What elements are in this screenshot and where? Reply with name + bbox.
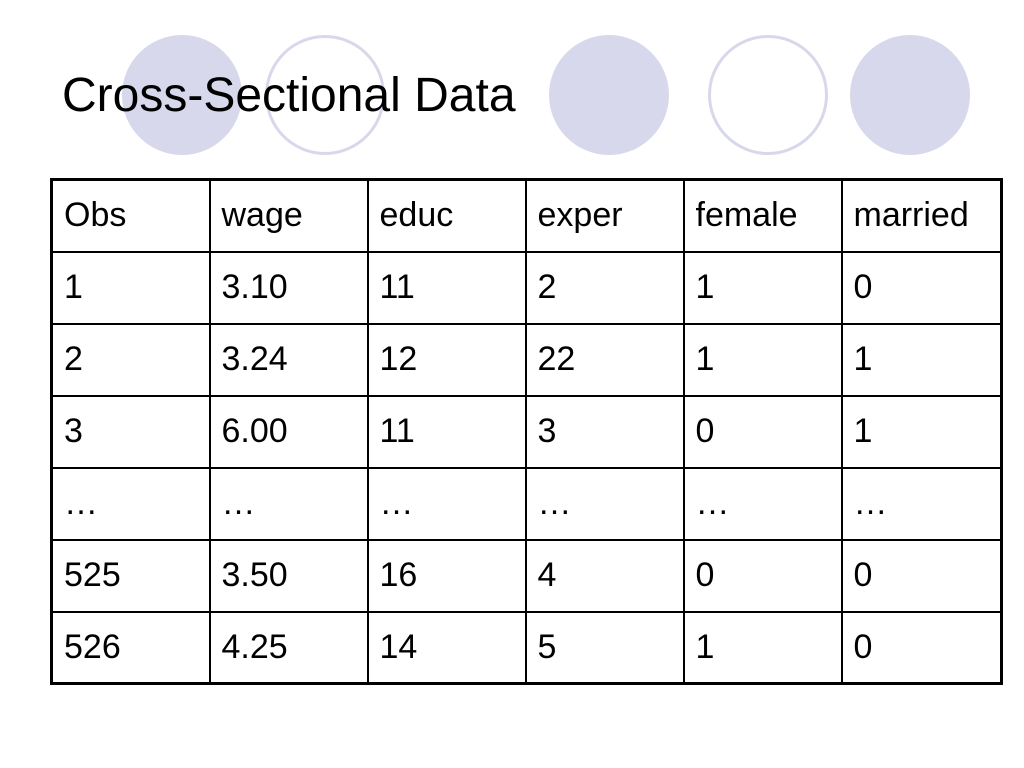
decor-circle-1 xyxy=(122,35,242,155)
table-cell: 2 xyxy=(524,250,685,325)
table-cell: 11 xyxy=(366,250,527,325)
table-cell: 6.00 xyxy=(208,394,369,469)
table-cell: 0 xyxy=(682,394,843,469)
table-cell: 5 xyxy=(524,610,685,685)
data-table: Obs wage educ exper female married 1 3.1… xyxy=(50,178,1003,685)
table-row: 525 3.50 16 4 0 0 xyxy=(50,538,1003,613)
table-cell: 3.10 xyxy=(208,250,369,325)
decor-circle-2 xyxy=(265,35,385,155)
table-cell: … xyxy=(208,466,369,541)
column-header-married: married xyxy=(840,178,1003,253)
table-cell: 1 xyxy=(682,322,843,397)
table-cell: 1 xyxy=(840,322,1003,397)
column-header-exper: exper xyxy=(524,178,685,253)
table-cell: 4.25 xyxy=(208,610,369,685)
decor-circle-4 xyxy=(708,35,828,155)
table-cell: 2 xyxy=(50,322,211,397)
table-cell: 3.24 xyxy=(208,322,369,397)
table-cell: 16 xyxy=(366,538,527,613)
table-row-ellipsis: … … … … … … xyxy=(50,466,1003,541)
table-cell: 22 xyxy=(524,322,685,397)
decor-circle-5 xyxy=(850,35,970,155)
table-cell: … xyxy=(524,466,685,541)
table-cell: 0 xyxy=(840,250,1003,325)
table-cell: 0 xyxy=(682,538,843,613)
table-cell: … xyxy=(840,466,1003,541)
table-cell: … xyxy=(366,466,527,541)
table-cell: 3.50 xyxy=(208,538,369,613)
table-cell: 0 xyxy=(840,610,1003,685)
table-cell: 14 xyxy=(366,610,527,685)
table-cell: 1 xyxy=(840,394,1003,469)
table-cell: 1 xyxy=(682,610,843,685)
column-header-female: female xyxy=(682,178,843,253)
table-row: 1 3.10 11 2 1 0 xyxy=(50,250,1003,325)
table-row: 2 3.24 12 22 1 1 xyxy=(50,322,1003,397)
table-cell: 11 xyxy=(366,394,527,469)
table-cell: … xyxy=(50,466,211,541)
table-cell: 4 xyxy=(524,538,685,613)
table-cell: 0 xyxy=(840,538,1003,613)
table-cell: 525 xyxy=(50,538,211,613)
table-cell: 1 xyxy=(50,250,211,325)
table-cell: … xyxy=(682,466,843,541)
column-header-obs: Obs xyxy=(50,178,211,253)
decor-circle-3 xyxy=(549,35,669,155)
table-cell: 12 xyxy=(366,322,527,397)
table-cell: 526 xyxy=(50,610,211,685)
slide-title: Cross-Sectional Data xyxy=(62,69,516,122)
table-row: 526 4.25 14 5 1 0 xyxy=(50,610,1003,685)
table-cell: 3 xyxy=(50,394,211,469)
table-header-row: Obs wage educ exper female married xyxy=(50,178,1003,253)
table-cell: 3 xyxy=(524,394,685,469)
table-row: 3 6.00 11 3 0 1 xyxy=(50,394,1003,469)
column-header-wage: wage xyxy=(208,178,369,253)
table-cell: 1 xyxy=(682,250,843,325)
column-header-educ: educ xyxy=(366,178,527,253)
